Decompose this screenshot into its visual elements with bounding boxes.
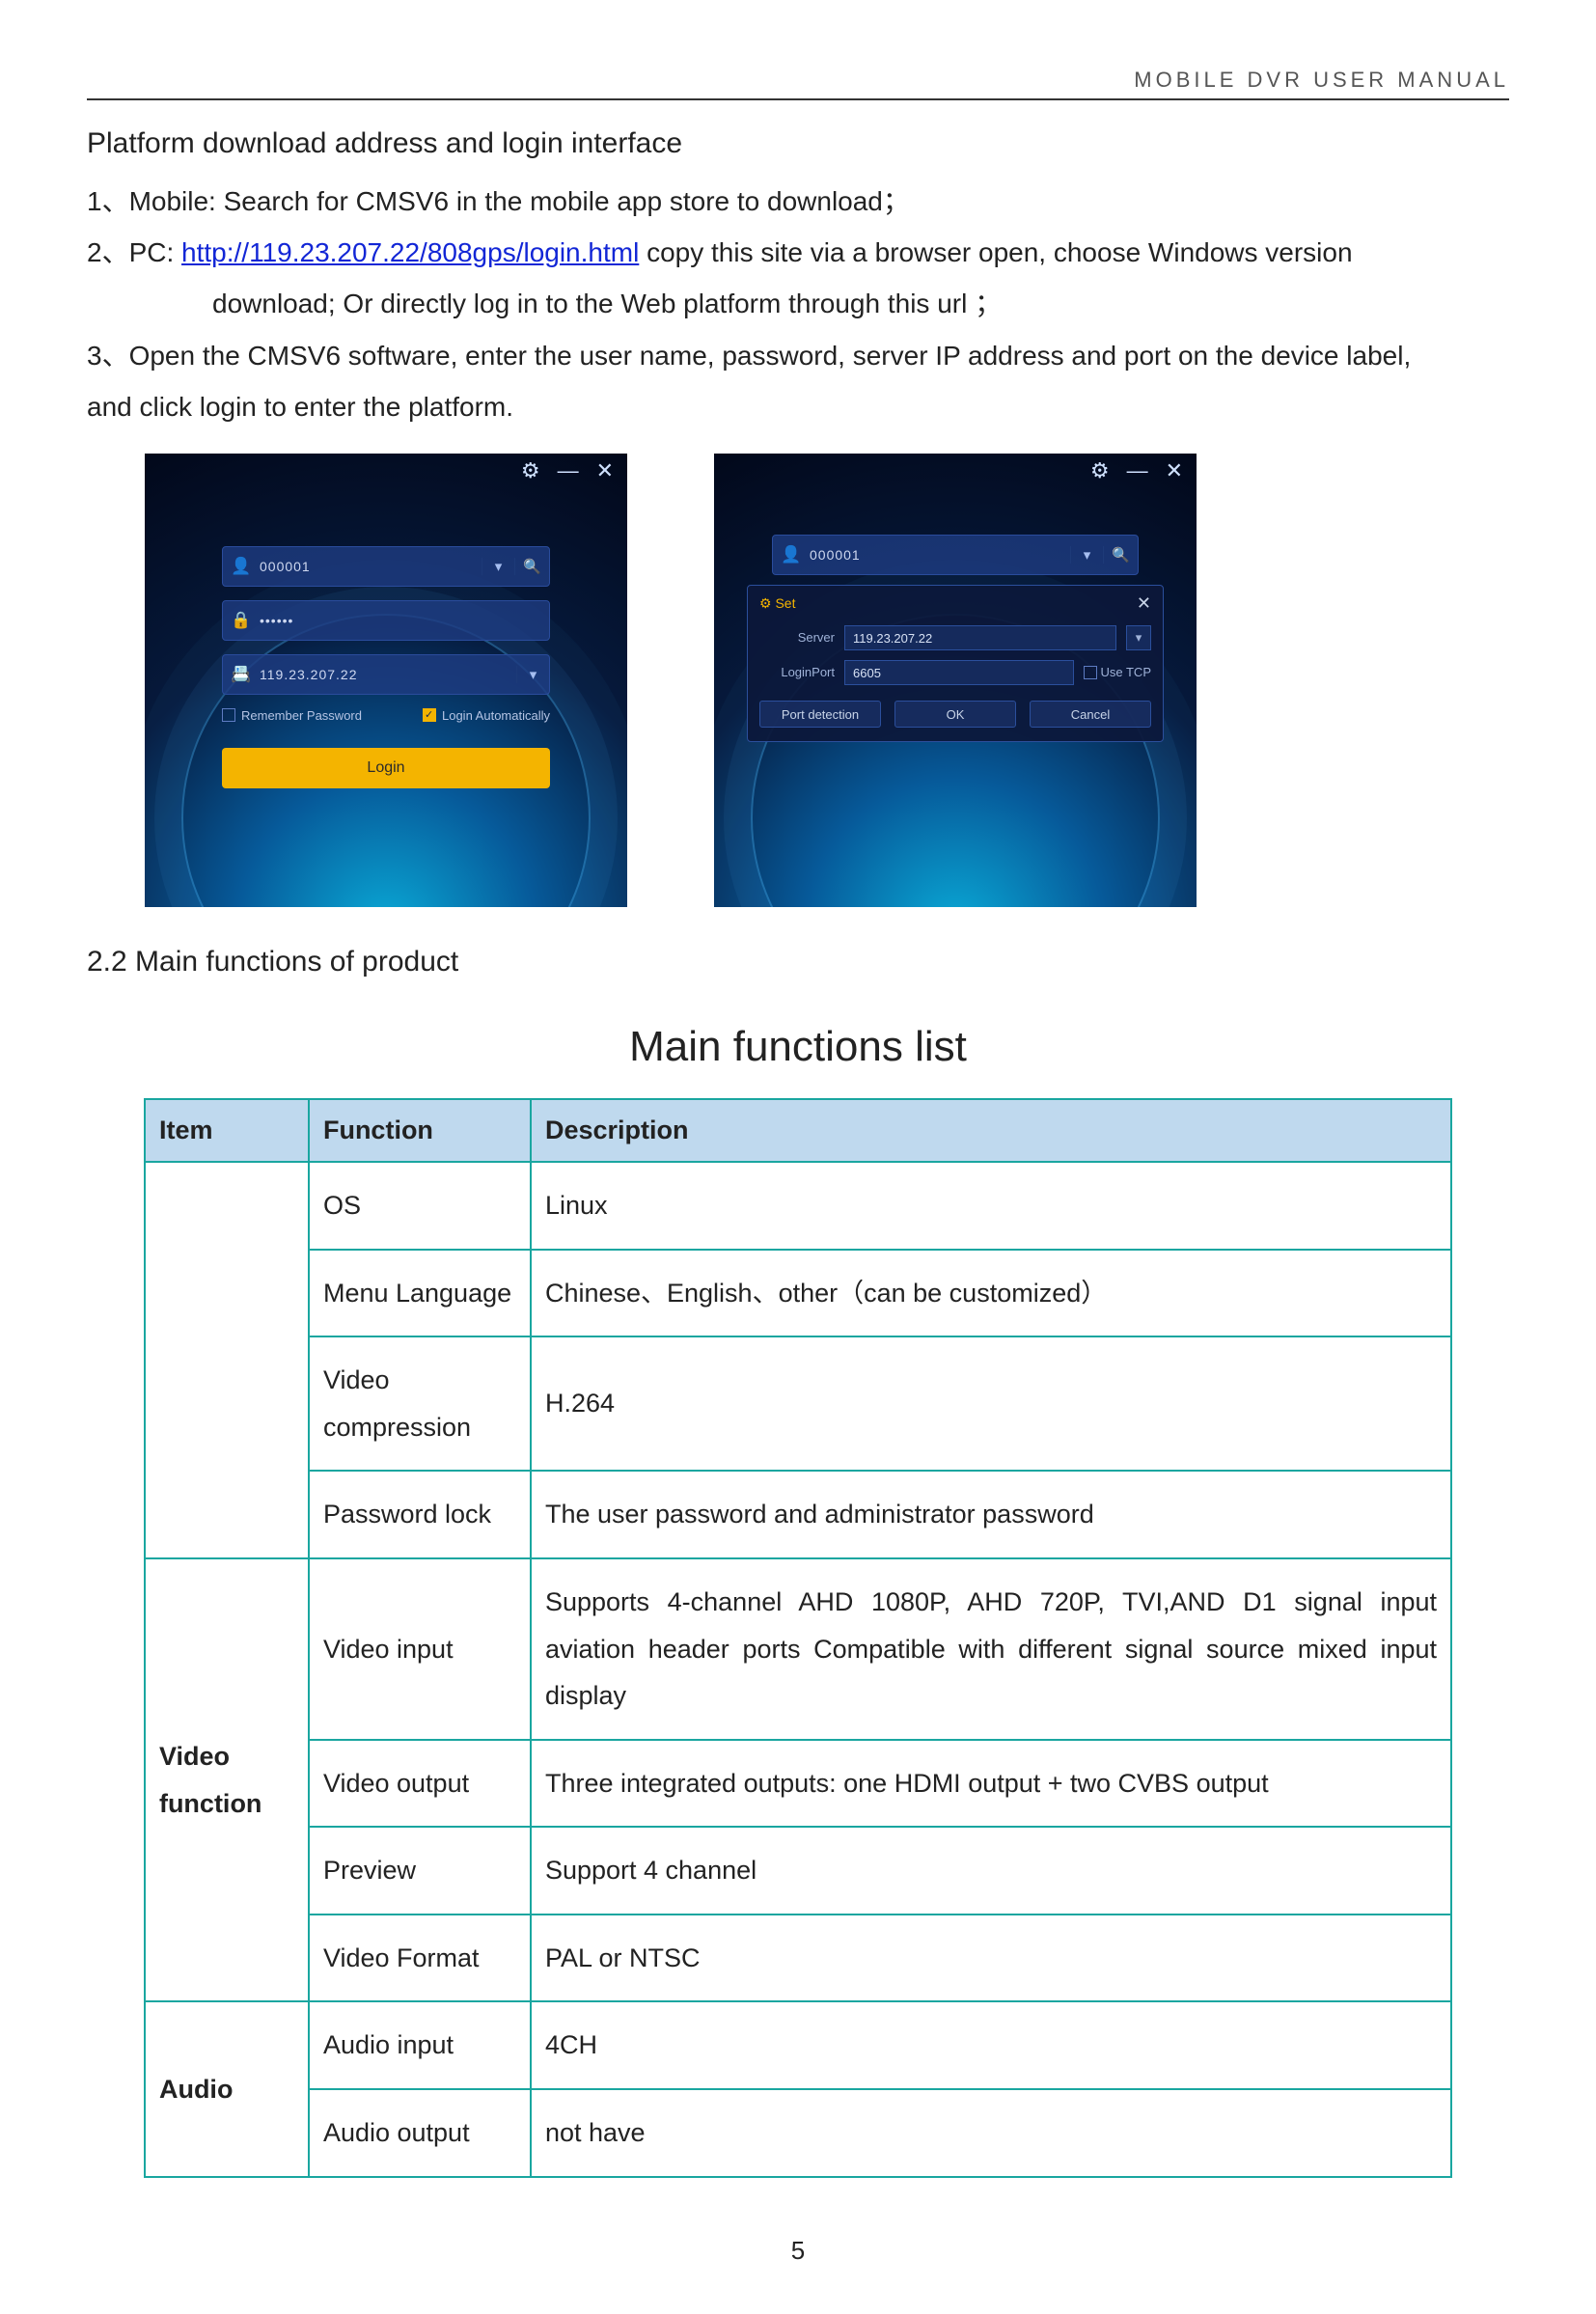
server-input[interactable]: 119.23.207.22 bbox=[844, 625, 1116, 650]
login-window-right: ⚙ — ✕ 👤 000001 ▾ 🔍 ⚙ Set ✕ Serve bbox=[714, 454, 1197, 907]
login-button[interactable]: Login bbox=[222, 748, 550, 788]
cell-desc: 4CH bbox=[531, 2001, 1451, 2089]
functions-table: Item Function Description OS Linux Menu … bbox=[144, 1098, 1452, 2178]
cell-desc: The user password and administrator pass… bbox=[531, 1471, 1451, 1558]
cell-func: Audio output bbox=[309, 2089, 531, 2177]
section-title: Platform download address and login inte… bbox=[87, 127, 1509, 160]
cell-func: Password lock bbox=[309, 1471, 531, 1558]
cancel-button[interactable]: Cancel bbox=[1030, 701, 1151, 728]
cell-func: Video output bbox=[309, 1740, 531, 1828]
password-value: •••••• bbox=[260, 613, 549, 628]
cell-item-video: Video function bbox=[145, 1558, 309, 2002]
th-function: Function bbox=[309, 1099, 531, 1162]
intro-line-3a: 3、Open the CMSV6 software, enter the use… bbox=[87, 330, 1509, 381]
running-header: MOBILE DVR USER MANUAL bbox=[87, 68, 1509, 100]
th-description: Description bbox=[531, 1099, 1451, 1162]
chevron-down-icon[interactable]: ▾ bbox=[1070, 546, 1103, 564]
cell-desc: Chinese、English、other（can be customized） bbox=[531, 1250, 1451, 1337]
cell-item-blank bbox=[145, 1162, 309, 1558]
username-field[interactable]: 👤 000001 ▾ 🔍 bbox=[222, 546, 550, 587]
intro-line-2c: download; Or directly log in to the Web … bbox=[87, 278, 1509, 329]
username-field[interactable]: 👤 000001 ▾ 🔍 bbox=[772, 535, 1139, 575]
loginport-input[interactable]: 6605 bbox=[844, 660, 1074, 685]
cell-desc: Linux bbox=[531, 1162, 1451, 1250]
login-window-left: ⚙ — ✕ 👤 000001 ▾ 🔍 🔒 •••••• 📇 119.23.207… bbox=[145, 454, 627, 907]
auto-login-label: Login Automatically bbox=[442, 708, 550, 723]
server-icon: 📇 bbox=[223, 665, 260, 684]
intro-line-3b: and click login to enter the platform. bbox=[87, 381, 1509, 432]
gear-icon[interactable]: ⚙ bbox=[1090, 458, 1110, 483]
password-field[interactable]: 🔒 •••••• bbox=[222, 600, 550, 641]
gear-icon[interactable]: ⚙ bbox=[521, 458, 540, 483]
cell-func: Menu Language bbox=[309, 1250, 531, 1337]
popup-title: ⚙ Set bbox=[759, 595, 795, 612]
cell-func: Preview bbox=[309, 1827, 531, 1915]
cell-item-audio: Audio bbox=[145, 2001, 309, 2176]
username-value: 000001 bbox=[810, 547, 1070, 563]
server-label: Server bbox=[759, 630, 835, 645]
lock-icon: 🔒 bbox=[223, 611, 260, 630]
cell-desc: Three integrated outputs: one HDMI outpu… bbox=[531, 1740, 1451, 1828]
login-automatically-checkbox[interactable]: Login Automatically bbox=[423, 708, 550, 723]
port-detection-button[interactable]: Port detection bbox=[759, 701, 881, 728]
cell-desc: not have bbox=[531, 2089, 1451, 2177]
cell-func: Video input bbox=[309, 1558, 531, 1740]
cell-desc: Supports 4-channel AHD 1080P, AHD 720P, … bbox=[531, 1558, 1451, 1740]
chevron-down-icon[interactable]: ▾ bbox=[482, 558, 514, 575]
ok-button[interactable]: OK bbox=[894, 701, 1016, 728]
cell-desc: H.264 bbox=[531, 1336, 1451, 1471]
server-value: 119.23.207.22 bbox=[260, 667, 516, 682]
user-icon: 👤 bbox=[223, 557, 260, 576]
remember-label: Remember Password bbox=[241, 708, 362, 723]
cell-func: OS bbox=[309, 1162, 531, 1250]
cell-func: Video compression bbox=[309, 1336, 531, 1471]
chevron-down-icon[interactable]: ▾ bbox=[1126, 625, 1151, 650]
search-icon[interactable]: 🔍 bbox=[1103, 546, 1138, 564]
intro-line-2: 2、PC: http://119.23.207.22/808gps/login.… bbox=[87, 227, 1509, 278]
line2-suffix: copy this site via a browser open, choos… bbox=[639, 237, 1352, 267]
minimize-icon[interactable]: — bbox=[558, 458, 579, 483]
cell-desc: Support 4 channel bbox=[531, 1827, 1451, 1915]
username-value: 000001 bbox=[260, 559, 482, 574]
close-icon[interactable]: ✕ bbox=[596, 458, 614, 483]
table-title: Main functions list bbox=[87, 1023, 1509, 1071]
settings-popup: ⚙ Set ✕ Server 119.23.207.22 ▾ LoginPort… bbox=[747, 585, 1164, 742]
minimize-icon[interactable]: — bbox=[1127, 458, 1148, 483]
chevron-down-icon[interactable]: ▾ bbox=[516, 666, 549, 683]
th-item: Item bbox=[145, 1099, 309, 1162]
remember-password-checkbox[interactable]: Remember Password bbox=[222, 708, 362, 723]
line2-prefix: 2、PC: bbox=[87, 237, 181, 267]
search-icon[interactable]: 🔍 bbox=[514, 558, 549, 575]
intro-line-1: 1、Mobile: Search for CMSV6 in the mobile… bbox=[87, 176, 1509, 227]
cell-func: Audio input bbox=[309, 2001, 531, 2089]
server-field[interactable]: 📇 119.23.207.22 ▾ bbox=[222, 654, 550, 695]
popup-close-icon[interactable]: ✕ bbox=[1137, 593, 1151, 614]
section-2-2-title: 2.2 Main functions of product bbox=[87, 946, 1509, 978]
cell-desc: PAL or NTSC bbox=[531, 1915, 1451, 2002]
cell-func: Video Format bbox=[309, 1915, 531, 2002]
loginport-label: LoginPort bbox=[759, 665, 835, 679]
download-url-link[interactable]: http://119.23.207.22/808gps/login.html bbox=[181, 237, 639, 267]
user-icon: 👤 bbox=[773, 545, 810, 565]
close-icon[interactable]: ✕ bbox=[1166, 458, 1183, 483]
use-tcp-checkbox[interactable]: Use TCP bbox=[1084, 665, 1152, 679]
page-number: 5 bbox=[87, 2236, 1509, 2266]
